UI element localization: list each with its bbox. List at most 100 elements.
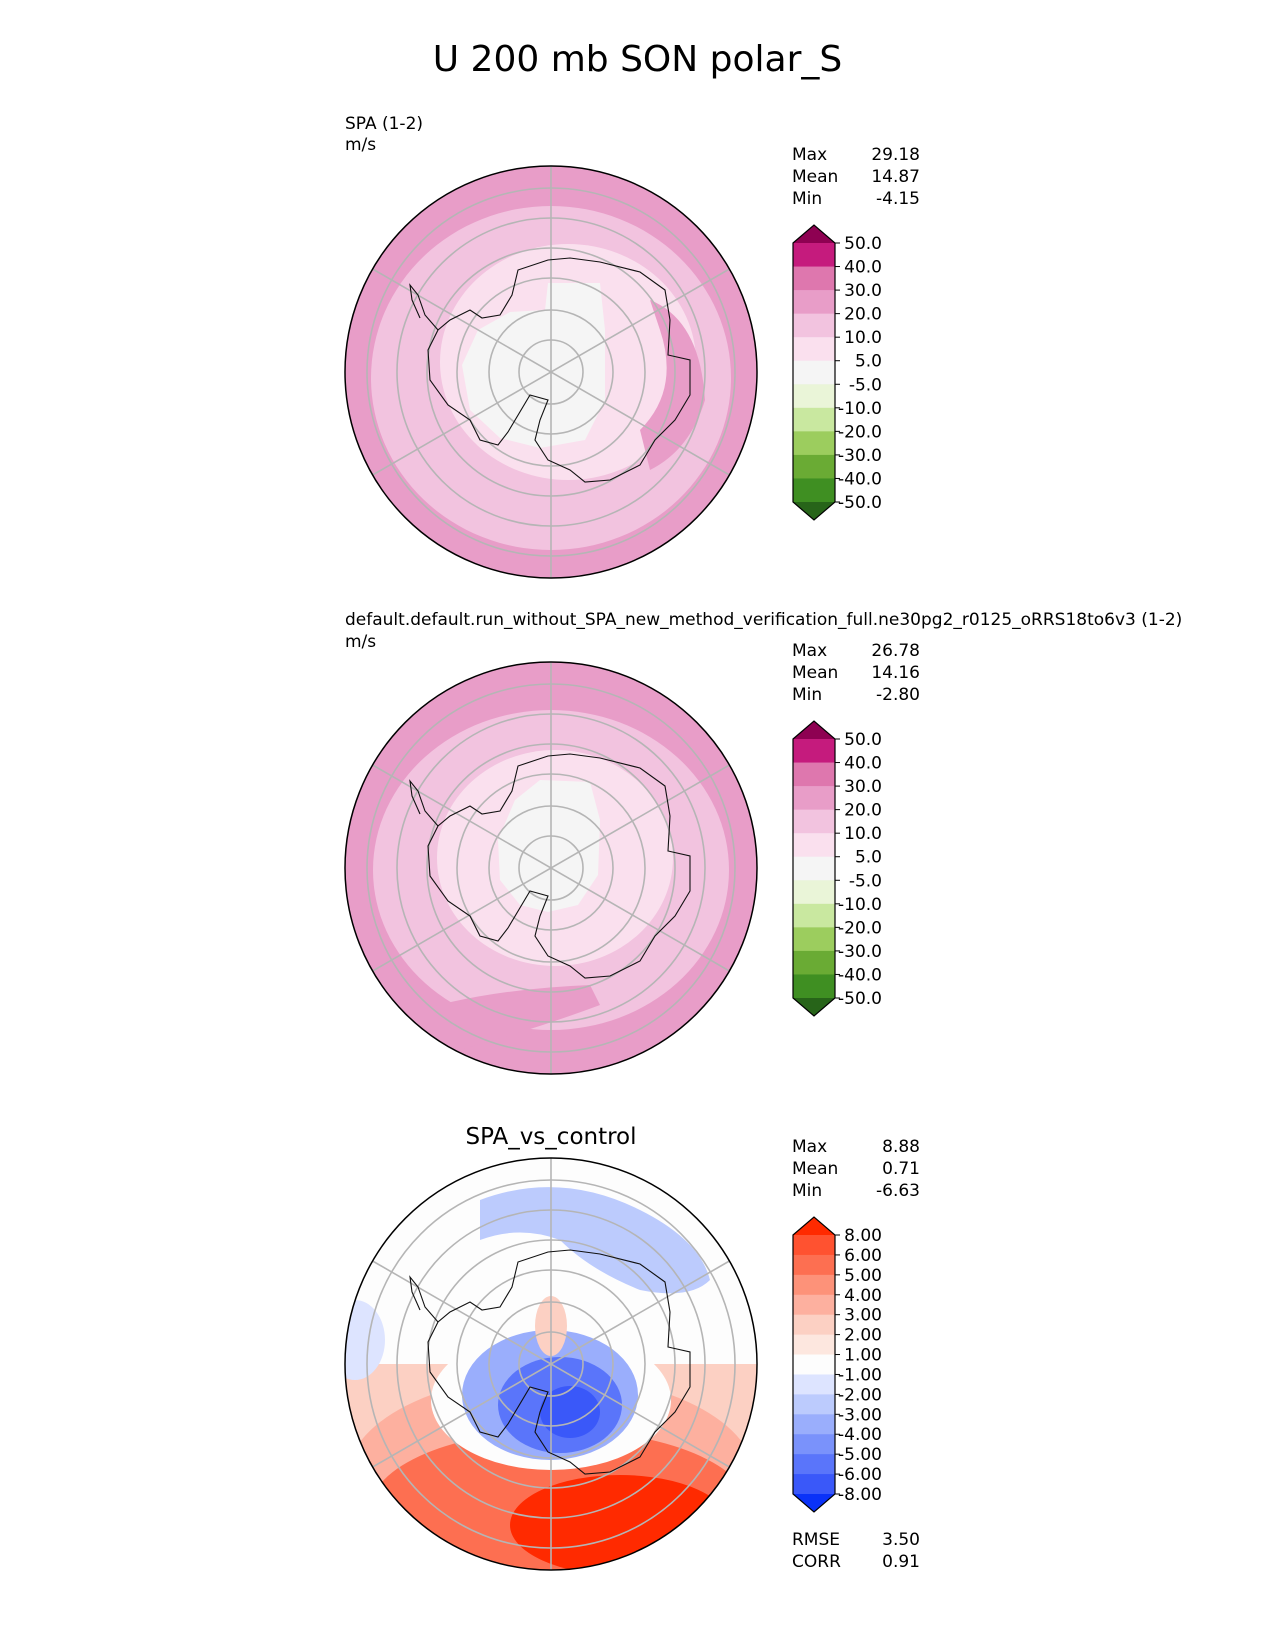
graticule bbox=[366, 1158, 736, 1570]
map-boundary bbox=[344, 661, 758, 1075]
colorbar-segment bbox=[793, 856, 835, 881]
colorbar-extend-bottom bbox=[793, 1494, 835, 1512]
coastline bbox=[427, 257, 691, 483]
stat-value: 14.87 bbox=[871, 167, 920, 187]
colorbar-segment bbox=[793, 1454, 835, 1475]
colorbar-segment bbox=[793, 880, 835, 905]
colorbar-tick-label: -5.0 bbox=[849, 375, 882, 395]
stat-label: Min bbox=[792, 685, 823, 705]
colorbar-segment bbox=[793, 1254, 835, 1276]
colorbar-segment bbox=[793, 1274, 835, 1296]
colorbar-tick-label: 4.00 bbox=[844, 1286, 882, 1306]
colorbar-extend-bottom bbox=[793, 502, 835, 520]
field-band-gt8 bbox=[510, 1475, 730, 1570]
colorbar-tick-label: 5.00 bbox=[844, 1266, 882, 1286]
colorbar-tick-label: 10.0 bbox=[844, 328, 882, 348]
colorbar-segment bbox=[793, 384, 835, 409]
stat-label: Mean bbox=[792, 663, 839, 683]
colorbar-segment bbox=[793, 290, 835, 315]
colorbar-tick-label: -6.00 bbox=[838, 1465, 882, 1485]
colorbar-tick-label: 3.00 bbox=[844, 1306, 882, 1326]
stat-value: -2.80 bbox=[876, 685, 920, 705]
panel-1-stats: Max 29.18 Mean 14.87 Min -4.15 bbox=[792, 144, 920, 210]
colorbar-tick-label: 40.0 bbox=[844, 258, 882, 278]
colorbar-extend-bottom bbox=[793, 998, 835, 1016]
colorbar-tick-label: -50.0 bbox=[838, 989, 882, 1009]
stat-value: -6.63 bbox=[876, 1181, 920, 1201]
panel-1-title: SPA (1-2) bbox=[345, 114, 424, 134]
panel-3-stats: Max 8.88 Mean 0.71 Min -6.63 bbox=[792, 1136, 920, 1202]
panel-2-title: default.default.run_without_SPA_new_meth… bbox=[345, 610, 1183, 630]
stat-label: RMSE bbox=[792, 1530, 841, 1550]
colorbar-segment bbox=[793, 478, 835, 503]
panel-1-units: m/s bbox=[345, 135, 377, 155]
colorbar-segment bbox=[793, 1474, 835, 1495]
stat-label: Mean bbox=[792, 1159, 839, 1179]
colorbar-tick-label: -20.0 bbox=[838, 422, 882, 442]
colorbar-tick-label: -5.0 bbox=[849, 871, 882, 891]
stat-label: Min bbox=[792, 1181, 823, 1201]
colorbar-segment bbox=[793, 739, 835, 764]
colorbar-segment bbox=[793, 431, 835, 456]
graticule bbox=[366, 662, 736, 1074]
colorbar-segment bbox=[793, 407, 835, 432]
colorbar-tick-label: 30.0 bbox=[844, 777, 882, 797]
colorbar-tick-label: 50.0 bbox=[844, 234, 882, 254]
peninsula bbox=[409, 1275, 439, 1323]
colorbar-segment bbox=[793, 1374, 835, 1395]
field-band-20-30-lobe bbox=[640, 300, 705, 470]
peninsula bbox=[409, 283, 439, 331]
colorbar-segment bbox=[793, 337, 835, 362]
colorbar-tick-label: 8.00 bbox=[844, 1226, 882, 1246]
colorbar-segment bbox=[793, 786, 835, 811]
map-boundary bbox=[344, 165, 758, 579]
field-band-neg2-neg1 bbox=[345, 1300, 385, 1380]
colorbar-tick-label: -30.0 bbox=[838, 446, 882, 466]
stat-value: 14.16 bbox=[871, 663, 920, 683]
field-band-neg5-5 bbox=[462, 283, 605, 448]
peninsula bbox=[409, 779, 439, 827]
stat-label: CORR bbox=[792, 1552, 841, 1572]
colorbar-segment bbox=[793, 1314, 835, 1336]
colorbar-segment bbox=[793, 927, 835, 952]
colorbar-segment bbox=[793, 1434, 835, 1455]
colorbar-tick-label: 20.0 bbox=[844, 801, 882, 821]
stat-value: 8.88 bbox=[882, 1137, 920, 1157]
colorbar-tick-label: -20.0 bbox=[838, 918, 882, 938]
colorbar-segment bbox=[793, 809, 835, 834]
stat-value: 0.91 bbox=[882, 1552, 920, 1572]
stat-label: Max bbox=[792, 1137, 828, 1157]
colorbar-tick-label: 6.00 bbox=[844, 1246, 882, 1266]
colorbar-tick-label: 10.0 bbox=[844, 824, 882, 844]
field-band-20-30-lobe bbox=[390, 985, 600, 1060]
map-panel-1 bbox=[344, 165, 758, 579]
colorbar-segment bbox=[793, 243, 835, 268]
colorbar-panel-1: 50.0 40.0 30.0 20.0 10.0 5.0 -5.0 -10.0 -20.0 -30… bbox=[792, 224, 882, 521]
colorbar-segment bbox=[793, 1334, 835, 1356]
colorbar-segment bbox=[793, 454, 835, 479]
colorbar-extend-top bbox=[793, 721, 835, 739]
coastline bbox=[427, 1249, 691, 1475]
panel-3-title: SPA_vs_control bbox=[465, 1124, 637, 1150]
panel-3-extra-stats: RMSE 3.50 CORR 0.91 bbox=[792, 1529, 920, 1573]
colorbar-tick-label: -1.00 bbox=[838, 1365, 882, 1385]
panel-2-stats: Max 26.78 Mean 14.16 Min -2.80 bbox=[792, 640, 920, 706]
colorbar-segment bbox=[793, 1414, 835, 1435]
colorbar-tick-label: -2.00 bbox=[838, 1385, 882, 1405]
colorbar-tick-label: -3.00 bbox=[838, 1405, 882, 1425]
colorbar-tick-label: -4.00 bbox=[838, 1425, 882, 1445]
graticule bbox=[366, 166, 736, 578]
colorbar-segment bbox=[793, 1354, 835, 1375]
colorbar-tick-label: -5.00 bbox=[838, 1445, 882, 1465]
colorbar-tick-label: -30.0 bbox=[838, 942, 882, 962]
stat-value: -4.15 bbox=[876, 189, 920, 209]
colorbar-extend-top bbox=[793, 225, 835, 243]
colorbar-segment bbox=[793, 1235, 835, 1256]
colorbar-segment bbox=[793, 762, 835, 787]
map-panel-2 bbox=[344, 661, 758, 1075]
colorbar-tick-label: 30.0 bbox=[844, 281, 882, 301]
colorbar-tick-label: 40.0 bbox=[844, 754, 882, 774]
colorbar-tick-label: 5.0 bbox=[855, 848, 882, 868]
stat-value: 0.71 bbox=[882, 1159, 920, 1179]
colorbar-segment bbox=[793, 974, 835, 999]
